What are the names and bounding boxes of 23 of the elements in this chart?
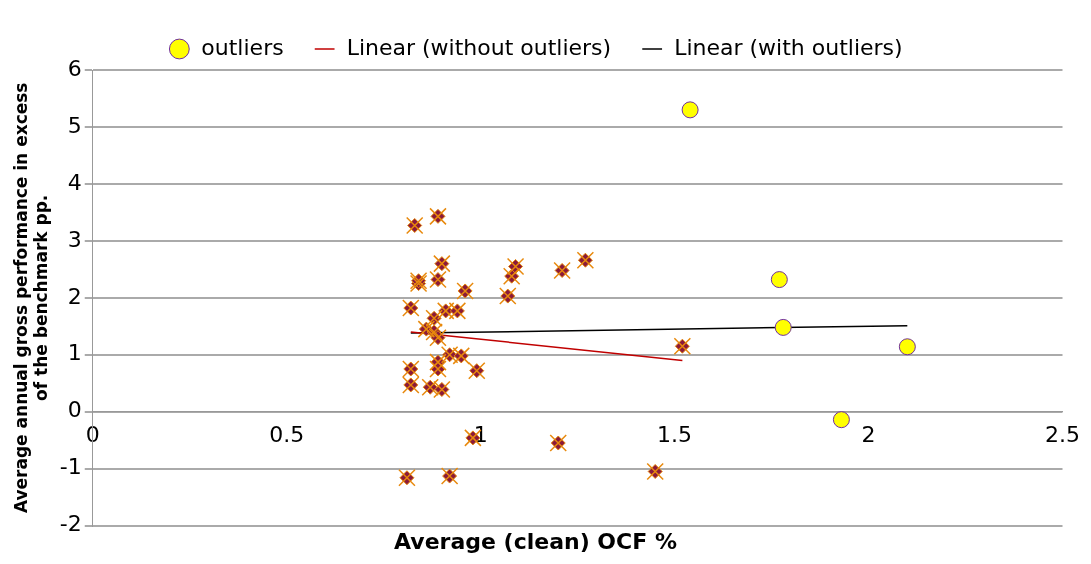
point [774, 318, 792, 336]
x-axis-title: Average (clean) OCF % [394, 528, 677, 554]
legend-label: Linear (without outliers) [346, 34, 612, 60]
x-tick-label: 0.5 [269, 421, 305, 447]
legend-label: Linear (with outliers) [674, 34, 903, 60]
y-tick-label: 5 [67, 112, 82, 138]
point [898, 338, 916, 356]
legend-label: outliers [201, 34, 284, 60]
y-tick-label: 1 [67, 340, 82, 366]
x-tick-label: 2.5 [1045, 421, 1081, 447]
y-tick-label: 4 [67, 169, 82, 195]
y-tick-label: 2 [67, 283, 82, 309]
x-tick-label: 2 [861, 421, 876, 447]
y-tick-label: -1 [59, 454, 82, 480]
y-tick-label: -2 [59, 511, 82, 537]
point [681, 101, 699, 119]
y-tick-label: 0 [67, 397, 82, 423]
point [770, 271, 788, 289]
y-tick-label: 6 [67, 55, 82, 81]
y-axis-title: Average annual gross performance in excess of the benchmark pp. [10, 82, 52, 514]
x-tick-label: 1.5 [657, 421, 693, 447]
y-tick-label: 3 [67, 226, 82, 252]
point [832, 411, 850, 429]
